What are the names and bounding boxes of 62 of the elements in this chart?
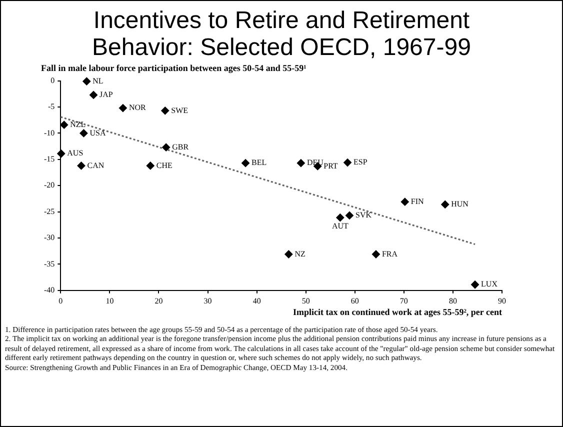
point (57, 150, 66, 158)
annotation: CAN (87, 160, 104, 170)
annotation: PRT (324, 161, 338, 170)
annotation: USA (90, 128, 106, 138)
y-tick-label: -5 (48, 102, 55, 112)
annotation: BEL (252, 158, 267, 168)
y-tick-label: 0 (50, 76, 55, 85)
point (146, 162, 154, 170)
annotation: SWE (171, 106, 188, 115)
annotation: ESP (354, 158, 368, 167)
annotation: NL (92, 76, 104, 86)
point (284, 250, 293, 258)
x-tick-label: 80 (448, 296, 457, 306)
point (400, 198, 409, 206)
x-tick-label: 30 (204, 296, 212, 306)
point (82, 77, 91, 86)
point (344, 158, 352, 167)
annotation: AUS (67, 148, 84, 158)
x-tick-label: 60 (350, 296, 359, 306)
annotation: GBR (172, 142, 190, 152)
point (60, 120, 68, 129)
annotation: NOR (128, 103, 146, 112)
x-tick-label: 70 (400, 296, 408, 306)
point (242, 159, 250, 168)
y-tick-label: -20 (44, 180, 55, 190)
annotation: NZ (294, 249, 306, 258)
y-tick-label: -10 (44, 128, 55, 138)
x-tick-label: 40 (252, 296, 261, 306)
point (161, 106, 170, 115)
y-tick-label: -40 (44, 285, 55, 294)
point (80, 129, 88, 138)
point (77, 162, 86, 170)
annotation: NZL (70, 120, 86, 129)
point (372, 250, 380, 258)
annotation: FRA (382, 249, 398, 258)
point (90, 90, 98, 99)
y-tick-label: -25 (44, 206, 55, 216)
annotation: LUX (481, 280, 498, 289)
x-tick-label: 0 (58, 296, 63, 306)
x-axis-title: Implicit tax on continued work at ages 55-59², per cent (292, 307, 502, 317)
x-tick-label: 90 (498, 296, 506, 306)
point (162, 143, 170, 152)
x-tick-label: 20 (154, 296, 163, 306)
annotation: AUT (332, 222, 349, 231)
x-tick-label: 10 (106, 296, 114, 306)
point (441, 200, 450, 208)
annotation: SVK (355, 210, 372, 220)
point (296, 159, 305, 168)
annotation: HUN (451, 200, 469, 209)
chart-title: Incentives to Retire and Retirement Behavior: Selected OECD, 1967-99 (91, 7, 472, 61)
point (345, 211, 354, 220)
x-tick-label: 50 (302, 296, 310, 306)
point (336, 214, 344, 222)
y-tick-label: -15 (44, 154, 55, 164)
y-tick-label: -35 (44, 259, 55, 268)
annotation: CHE (156, 160, 173, 170)
annotation: JAP (100, 90, 114, 100)
point (471, 280, 480, 289)
annotation: FIN (410, 196, 424, 206)
point (118, 104, 127, 112)
y-axis-title: Fall in male labour force participation between ages 50-54 and 55-59¹ (41, 63, 308, 73)
y-tick-label: -30 (44, 233, 55, 242)
